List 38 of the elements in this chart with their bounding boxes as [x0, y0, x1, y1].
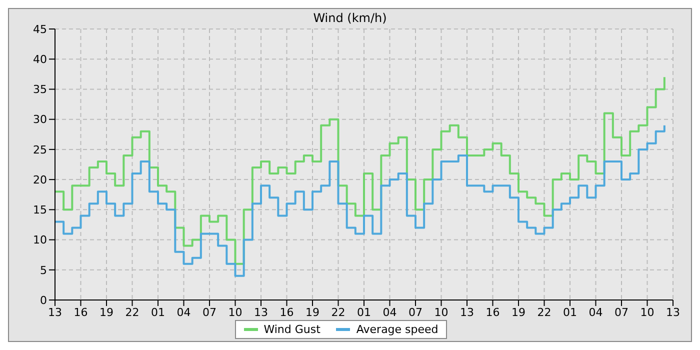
x-tick-label: 13	[48, 306, 62, 319]
x-tick-label: 19	[512, 306, 526, 319]
x-tick-label: 01	[563, 306, 577, 319]
x-tick-label: 01	[357, 306, 371, 319]
y-tick-label: 35	[33, 83, 47, 96]
y-tick-label: 20	[33, 173, 47, 186]
x-tick-label: 13	[666, 306, 680, 319]
x-tick-label: 10	[228, 306, 242, 319]
chart-title: Wind (km/h)	[313, 11, 387, 25]
x-tick-label: 04	[176, 306, 191, 319]
x-tick-label: 16	[486, 306, 500, 319]
x-tick-label: 07	[202, 306, 216, 319]
x-tick-label: 22	[331, 306, 346, 319]
y-tick-label: 30	[33, 113, 47, 126]
x-tick-label: 22	[537, 306, 552, 319]
x-tick-label: 19	[100, 306, 114, 319]
x-tick-label: 07	[614, 306, 628, 319]
y-tick-label: 45	[33, 22, 47, 36]
x-tick-label: 16	[280, 306, 294, 319]
x-tick-label: 13	[254, 306, 268, 319]
y-tick-label: 15	[33, 204, 47, 217]
legend-label: Wind Gust	[262, 323, 320, 336]
x-tick-label: 22	[125, 306, 140, 319]
legend-label: Average speed	[355, 323, 438, 336]
x-tick-label: 10	[640, 306, 654, 319]
x-tick-label: 19	[306, 306, 320, 319]
y-tick-label: 5	[40, 264, 47, 277]
x-tick-label: 10	[434, 306, 448, 319]
x-tick-label: 01	[151, 306, 165, 319]
y-tick-label: 25	[33, 143, 47, 156]
y-tick-label: 40	[33, 53, 47, 66]
x-tick-label: 16	[74, 306, 88, 319]
x-tick-label: 04	[588, 306, 603, 319]
x-tick-label: 07	[408, 306, 422, 319]
x-tick-label: 04	[382, 306, 397, 319]
x-tick-label: 13	[460, 306, 474, 319]
y-tick-label: 0	[40, 294, 47, 307]
y-tick-label: 10	[33, 234, 47, 247]
